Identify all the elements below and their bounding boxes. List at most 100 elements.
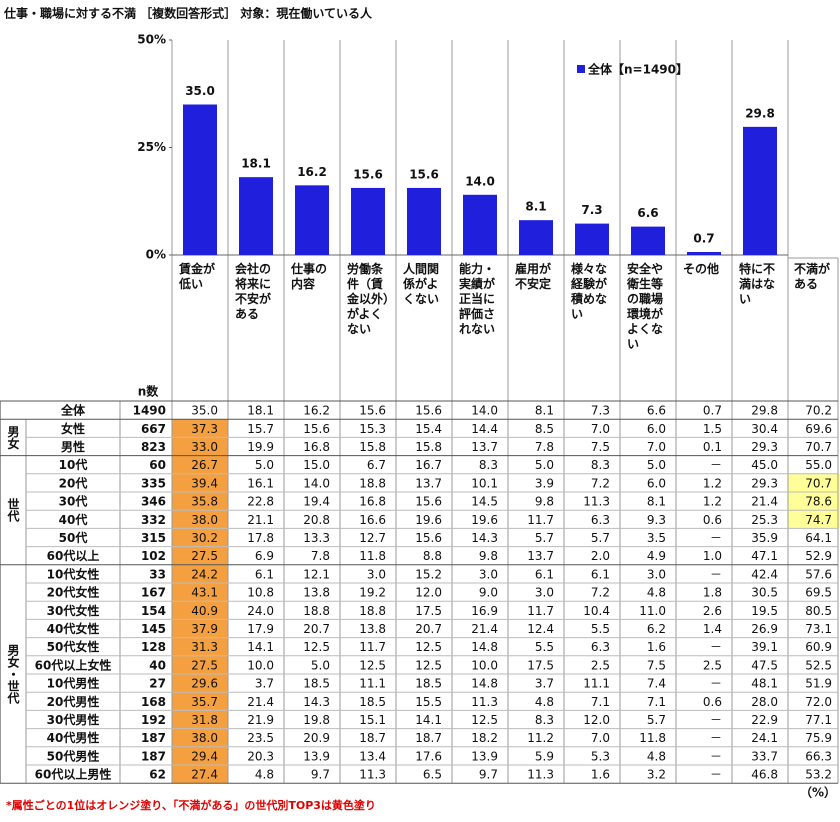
table-cell: 20.3 xyxy=(247,749,274,763)
table-cell: 12.0 xyxy=(415,586,442,600)
column-header: 会社の将来に不安がある xyxy=(235,262,272,321)
table-cell: 18.8 xyxy=(359,476,386,490)
table-cell: 8.1 xyxy=(535,404,554,418)
table-cell: 20.7 xyxy=(303,622,330,636)
table-cell: 35.9 xyxy=(751,531,778,545)
n-label: n数 xyxy=(138,384,160,399)
table-cell: 15.6 xyxy=(415,495,442,509)
table-cell: 14.8 xyxy=(471,640,498,654)
table-cell: 5.0 xyxy=(535,458,554,472)
legend-swatch xyxy=(577,65,585,73)
bar xyxy=(575,223,609,255)
cell-highlight xyxy=(172,710,228,729)
table-cell: 9.7 xyxy=(311,768,330,782)
n-value: 33 xyxy=(149,567,166,581)
table-cell: 60.9 xyxy=(805,640,832,654)
table-cell: 10.0 xyxy=(247,658,274,672)
table-cell: － xyxy=(710,768,722,782)
bar xyxy=(519,220,553,255)
table-cell: 52.9 xyxy=(805,549,832,563)
n-value: 192 xyxy=(141,713,166,727)
table-cell: 38.0 xyxy=(191,731,218,745)
table-cell: 15.3 xyxy=(359,422,386,436)
table-cell: 17.6 xyxy=(415,749,442,763)
row-label: 10代女性 xyxy=(47,566,100,581)
table-cell: 26.9 xyxy=(751,622,778,636)
table-cell: 39.4 xyxy=(191,476,218,490)
table-cell: 5.0 xyxy=(255,458,274,472)
table-cell: 33.0 xyxy=(191,440,218,454)
table-cell: 16.9 xyxy=(471,604,498,618)
table-cell: 29.3 xyxy=(751,476,778,490)
table-cell: 5.5 xyxy=(535,640,554,654)
table-cell: 4.8 xyxy=(647,586,666,600)
table-cell: 47.5 xyxy=(751,658,778,672)
table-cell: 3.9 xyxy=(535,476,554,490)
table-cell: － xyxy=(710,640,722,654)
table-cell: 13.7 xyxy=(471,440,498,454)
table-cell: 17.5 xyxy=(415,604,442,618)
table-cell: 12.1 xyxy=(303,567,330,581)
table-cell: 27.5 xyxy=(191,658,218,672)
table-cell: 7.2 xyxy=(591,586,610,600)
table-cell: 11.3 xyxy=(471,695,498,709)
table-cell: 7.1 xyxy=(591,695,610,709)
table-cell: 11.1 xyxy=(583,677,610,691)
table-cell: 3.0 xyxy=(479,567,498,581)
table-cell: 57.6 xyxy=(805,567,832,581)
table-cell: 2.5 xyxy=(591,658,610,672)
table-cell: 22.8 xyxy=(247,495,274,509)
table-cell: 14.3 xyxy=(303,695,330,709)
table-cell: 66.3 xyxy=(805,749,832,763)
y-tick-label: 0% xyxy=(146,248,166,262)
table-cell: 1.6 xyxy=(591,768,610,782)
table-cell: 8.1 xyxy=(647,495,666,509)
table-cell: 19.5 xyxy=(751,604,778,618)
table-cell: 15.6 xyxy=(359,404,386,418)
table-cell: 16.2 xyxy=(303,404,330,418)
table-cell: 14.3 xyxy=(471,531,498,545)
table-cell: 13.9 xyxy=(471,749,498,763)
table-cell: － xyxy=(710,458,722,472)
table-cell: 20.7 xyxy=(415,622,442,636)
row-label: 10代 xyxy=(59,457,88,472)
table-cell: 16.7 xyxy=(415,458,442,472)
table-cell: 43.1 xyxy=(191,586,218,600)
table-cell: 33.7 xyxy=(751,749,778,763)
table-cell: 46.8 xyxy=(751,768,778,782)
cell-highlight xyxy=(172,619,228,638)
value-label: 7.3 xyxy=(581,203,602,217)
table-cell: 18.7 xyxy=(415,731,442,745)
table-cell: 20.9 xyxy=(303,731,330,745)
table-cell: 15.8 xyxy=(359,440,386,454)
table-cell: 12.5 xyxy=(415,640,442,654)
table-cell: 9.7 xyxy=(479,768,498,782)
table-cell: 9.0 xyxy=(479,586,498,600)
table-cell: 30.2 xyxy=(191,531,218,545)
table-cell: 11.3 xyxy=(359,768,386,782)
table-cell: 15.7 xyxy=(247,422,274,436)
table-cell: 6.5 xyxy=(423,768,442,782)
table-cell: 53.2 xyxy=(805,768,832,782)
cell-highlight xyxy=(172,528,228,547)
table-cell: 12.4 xyxy=(527,622,554,636)
table-cell: 15.4 xyxy=(415,422,442,436)
row-label: 40代 xyxy=(59,512,88,527)
table-cell: 52.5 xyxy=(805,658,832,672)
table-cell: － xyxy=(710,731,722,745)
table-cell: 5.9 xyxy=(535,749,554,763)
table-cell: 5.3 xyxy=(591,749,610,763)
table-cell: 24.2 xyxy=(191,567,218,581)
bar xyxy=(351,187,385,255)
row-label: 全体 xyxy=(60,403,86,418)
table-cell: 24.0 xyxy=(247,604,274,618)
cell-highlight xyxy=(172,746,228,765)
table-cell: 6.9 xyxy=(255,549,274,563)
table-cell: 11.3 xyxy=(527,768,554,782)
n-value: 315 xyxy=(141,531,166,545)
column-header: 安全や衛生等の職場環境がよくない xyxy=(627,262,664,351)
bar xyxy=(183,104,217,255)
column-header: 人間関係がよくない xyxy=(403,262,440,306)
table-cell: 12.7 xyxy=(359,531,386,545)
